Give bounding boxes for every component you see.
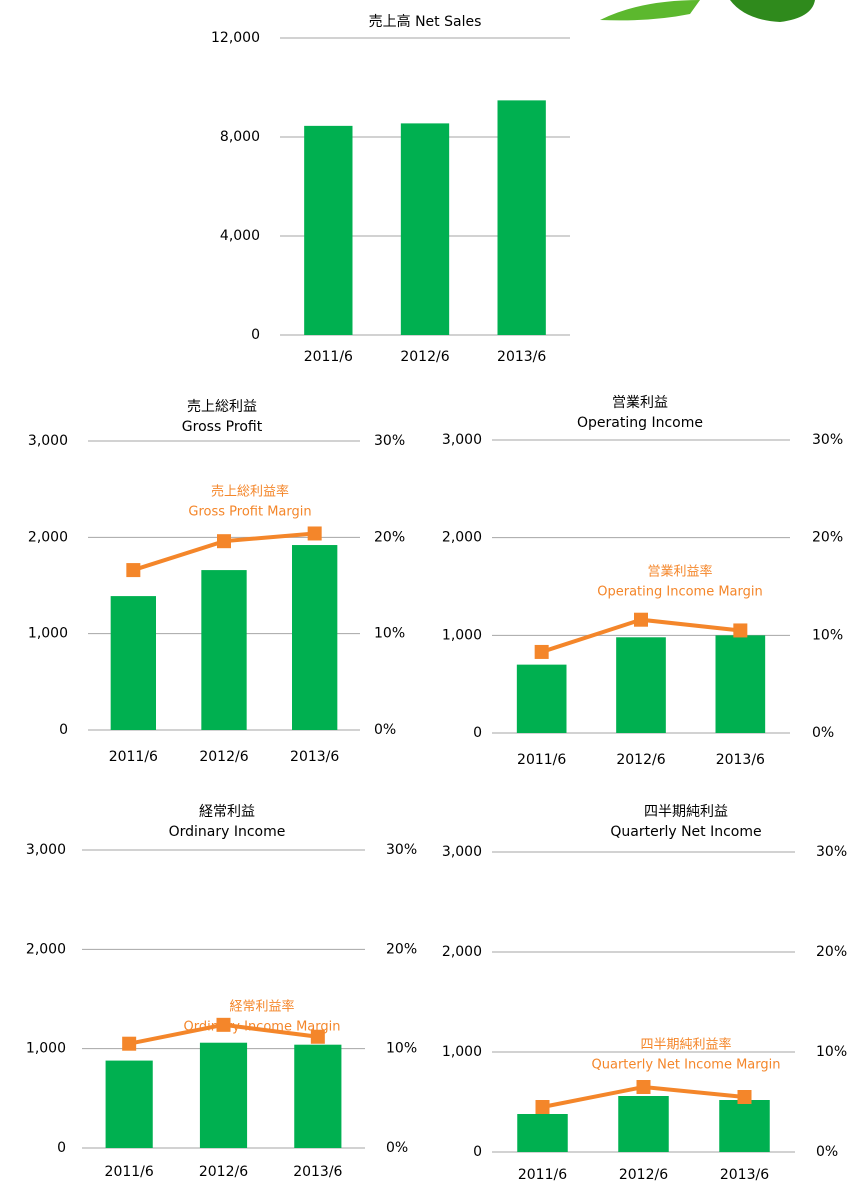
y2-tick-label: 0% [816,1144,838,1160]
y-tick-label: 2,000 [442,530,482,546]
y2-tick-label: 30% [812,432,843,448]
bar [400,123,450,335]
bar [304,125,353,335]
y-tick-label: 1,000 [442,1044,482,1060]
y-tick-label: 3,000 [442,844,482,860]
y2-tick-label: 30% [374,433,405,449]
bar [616,637,666,733]
margin-label: 四半期純利益率 [640,1037,731,1053]
y-tick-label: 8,000 [220,129,260,145]
margin-label: 営業利益率 [647,564,712,580]
chart-title: Ordinary Income [169,824,286,840]
y-tick-label: 12,000 [211,30,260,46]
y-tick-label: 0 [59,722,68,738]
margin-label: Quarterly Net Income Margin [592,1058,781,1073]
margin-label: 売上総利益率 [211,484,289,500]
margin-marker [307,526,322,541]
x-tick-label: 2012/6 [616,752,665,768]
y-tick-label: 2,000 [28,529,68,545]
bar [294,1044,342,1148]
y-tick-label: 0 [473,1144,482,1160]
x-tick-label: 2013/6 [293,1164,342,1180]
bar [719,1100,770,1152]
x-tick-label: 2013/6 [716,752,765,768]
bar [516,664,567,733]
y-tick-label: 3,000 [26,842,66,858]
y2-tick-label: 10% [816,1044,847,1060]
y-tick-label: 1,000 [442,627,482,643]
x-tick-label: 2011/6 [109,749,158,765]
y-tick-label: 0 [473,725,482,741]
y2-tick-label: 30% [386,842,417,858]
margin-marker [122,1036,137,1051]
bar [618,1096,669,1152]
y2-tick-label: 10% [812,627,843,643]
y2-tick-label: 0% [386,1140,408,1156]
y-tick-label: 0 [57,1140,66,1156]
y2-tick-label: 10% [374,626,405,642]
y2-tick-label: 20% [812,530,843,546]
y-tick-label: 1,000 [28,626,68,642]
chart-title: 経常利益 [199,804,255,820]
x-tick-label: 2011/6 [304,349,353,365]
y2-tick-label: 20% [374,529,405,545]
x-tick-label: 2013/6 [290,749,339,765]
leaf-decoration [600,0,815,22]
margin-marker [636,1080,651,1094]
bar [292,545,338,730]
x-tick-label: 2012/6 [619,1167,668,1183]
bar [497,100,546,336]
y2-tick-label: 10% [386,1041,417,1057]
margin-label: Gross Profit Margin [188,505,311,520]
bar [199,1042,248,1148]
x-tick-label: 2011/6 [105,1164,154,1180]
margin-label: 経常利益率 [229,999,294,1015]
bar [517,1114,568,1152]
y-tick-label: 3,000 [28,433,68,449]
y2-tick-label: 30% [816,844,847,860]
margin-marker [535,1100,550,1114]
chart-title: Quarterly Net Income [610,824,761,840]
y2-tick-label: 20% [816,944,847,960]
bar [201,570,247,730]
margin-marker [737,1090,752,1104]
margin-marker [733,623,748,638]
margin-marker [216,1017,231,1032]
x-tick-label: 2013/6 [720,1167,769,1183]
y-tick-label: 0 [251,327,260,343]
chart-title: Gross Profit [182,419,263,435]
y2-tick-label: 20% [386,941,417,957]
y2-tick-label: 0% [812,725,834,741]
x-tick-label: 2012/6 [199,1164,248,1180]
margin-label: Operating Income Margin [597,585,763,600]
bar [110,596,156,730]
margin-marker [310,1029,325,1044]
chart-title: 四半期純利益 [644,804,728,820]
margin-marker [634,612,648,627]
bar [715,635,766,733]
margin-marker [126,563,141,578]
margin-marker [534,644,549,659]
x-tick-label: 2011/6 [518,1167,567,1183]
chart-title: 営業利益 [612,395,668,411]
y-tick-label: 1,000 [26,1041,66,1057]
margin-marker [217,534,231,549]
x-tick-label: 2011/6 [517,752,566,768]
y-tick-label: 3,000 [442,432,482,448]
x-tick-label: 2013/6 [497,349,546,365]
y-tick-label: 2,000 [442,944,482,960]
x-tick-label: 2012/6 [199,749,248,765]
y2-tick-label: 0% [374,722,396,738]
y-tick-label: 4,000 [220,228,260,244]
chart-title: Operating Income [577,415,703,431]
x-tick-label: 2012/6 [400,349,449,365]
chart-title: 売上高 Net Sales [369,13,482,30]
bar [105,1060,153,1148]
chart-title: 売上総利益 [187,399,257,415]
y-tick-label: 2,000 [26,941,66,957]
